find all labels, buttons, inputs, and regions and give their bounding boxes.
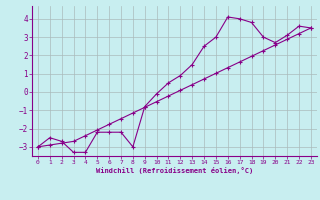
X-axis label: Windchill (Refroidissement éolien,°C): Windchill (Refroidissement éolien,°C) [96,167,253,174]
